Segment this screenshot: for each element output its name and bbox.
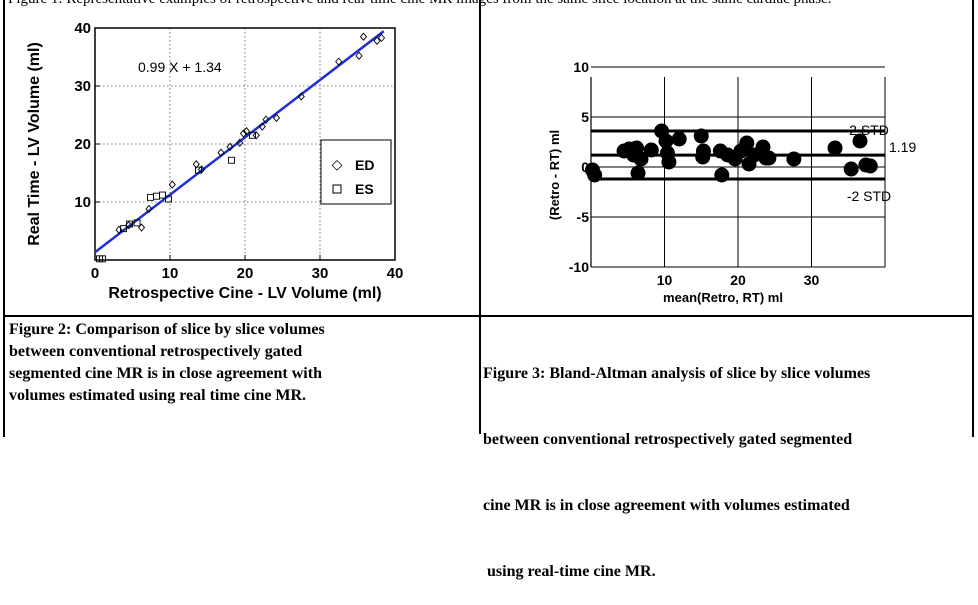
x-axis-label: mean(Retro, RT) ml xyxy=(663,290,783,305)
point-ed xyxy=(168,180,176,189)
data-point xyxy=(658,133,674,149)
x-axis-label: Retrospective Cine - LV Volume (ml) xyxy=(108,285,381,302)
data-point xyxy=(633,151,649,167)
data-point xyxy=(852,133,868,149)
y-tick-label: 10 xyxy=(74,194,91,211)
point-es xyxy=(133,219,141,227)
point-es xyxy=(165,195,172,203)
caption-line: using real-time cine MR. xyxy=(483,563,656,580)
point-ed xyxy=(145,204,153,214)
data-point xyxy=(714,167,730,183)
point-ed xyxy=(297,92,305,101)
caption-row-divider xyxy=(3,315,974,317)
y-tick-label: -5 xyxy=(577,209,590,225)
data-point xyxy=(661,154,677,170)
mean-difference-label: 1.19 xyxy=(889,139,916,155)
caption-line: between conventional retrospectively gat… xyxy=(483,431,853,448)
point-es xyxy=(99,255,106,263)
legend-label-es: ES xyxy=(355,181,374,197)
point-es xyxy=(159,191,166,199)
point-ed xyxy=(115,225,123,235)
y-tick-label: 10 xyxy=(573,59,589,75)
y-axis-label: Real Time - LV Volume (ml) xyxy=(26,42,43,246)
figure-2-caption: Figure 2: Comparison of slice by slice v… xyxy=(9,319,474,407)
data-point xyxy=(695,143,711,159)
point-ed xyxy=(242,127,251,136)
x-tick-label: 20 xyxy=(730,272,746,288)
caption-line: cine MR is in close agreement with volum… xyxy=(483,497,850,514)
point-es xyxy=(153,192,160,200)
page-frame xyxy=(3,0,974,437)
point-ed xyxy=(258,122,266,131)
point-es xyxy=(147,193,154,201)
data-point xyxy=(843,161,859,177)
caption-line: volumes estimated using real time cine M… xyxy=(9,387,306,404)
y-axis-label: (Retro - RT) ml xyxy=(547,130,562,220)
figure-1-caption-fragment: Figure 1: Representative examples of ret… xyxy=(8,0,968,8)
caption-line: Figure 3: Bland-Altman analysis of slice… xyxy=(483,365,871,382)
point-ed xyxy=(217,148,225,157)
caption-line: between conventional retrospectively gat… xyxy=(9,343,303,360)
point-ed xyxy=(239,129,248,138)
x-tick-label: 30 xyxy=(804,272,820,288)
data-point xyxy=(671,131,687,147)
y-tick-label: 30 xyxy=(74,78,91,95)
point-ed xyxy=(226,142,234,152)
regression-line xyxy=(94,30,385,254)
x-tick-label: 10 xyxy=(657,272,673,288)
caption-line: Figure 2: Comparison of slice by slice v… xyxy=(9,321,325,338)
point-es xyxy=(195,166,202,174)
figure-3-caption: Figure 3: Bland-Altman analysis of slice… xyxy=(483,319,973,605)
y-tick-label: 40 xyxy=(74,20,91,37)
x-tick-label: 0 xyxy=(91,265,99,282)
point-ed xyxy=(137,223,146,232)
point-ed xyxy=(359,32,368,41)
data-point xyxy=(786,151,802,167)
lower-limit-label: -2 STD xyxy=(847,188,891,204)
x-tick-label: 10 xyxy=(162,265,179,282)
column-divider xyxy=(479,0,481,434)
legend-marker-ed: ◇ xyxy=(332,156,343,172)
point-ed xyxy=(373,36,381,45)
legend-box: ◇ ED ES xyxy=(320,139,392,205)
data-point xyxy=(630,165,646,181)
point-es xyxy=(228,156,235,164)
x-tick-label: 40 xyxy=(387,265,404,282)
data-point xyxy=(761,150,777,166)
y-tick-label: 0 xyxy=(581,159,589,175)
point-ed xyxy=(355,51,363,61)
point-es xyxy=(120,225,127,233)
point-ed xyxy=(377,33,386,43)
point-es xyxy=(126,220,133,228)
x-tick-label: 30 xyxy=(312,265,329,282)
y-tick-label: 20 xyxy=(74,136,91,153)
legend-label-ed: ED xyxy=(355,157,374,173)
point-ed xyxy=(262,115,270,124)
point-es xyxy=(249,131,256,139)
legend-marker-es xyxy=(332,184,342,194)
point-ed xyxy=(252,131,260,140)
caption-line: segmented cine MR is in close agreement … xyxy=(9,365,322,382)
data-point xyxy=(587,167,603,183)
point-ed xyxy=(236,138,244,148)
point-ed xyxy=(272,113,281,123)
data-point xyxy=(862,158,878,174)
data-point xyxy=(693,128,709,144)
y-tick-label: 5 xyxy=(581,109,589,125)
data-point xyxy=(739,135,755,151)
data-point xyxy=(643,142,659,158)
x-tick-label: 20 xyxy=(237,265,254,282)
point-ed xyxy=(192,160,200,169)
regression-equation: 0.99 X + 1.34 xyxy=(138,59,222,75)
regression-scatter-chart: 0 10 20 30 40 10 20 30 40 0.99 X + 1.34 ◇ ED ES… xyxy=(26,20,404,302)
point-ed xyxy=(335,57,343,66)
data-point xyxy=(827,140,843,156)
y-tick-label: -10 xyxy=(569,259,589,275)
